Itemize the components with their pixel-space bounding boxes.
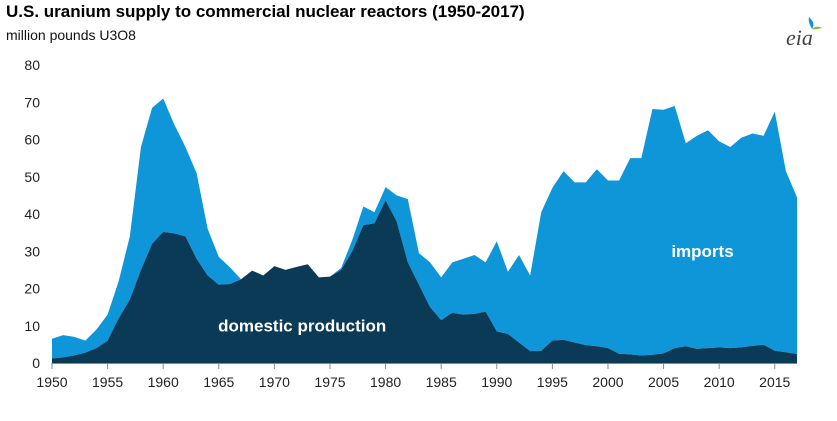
y-tick-label: 80 bbox=[24, 57, 40, 73]
annotation-domestic-production: domestic production bbox=[218, 316, 386, 335]
x-tick-label: 2015 bbox=[759, 374, 790, 390]
y-tick-label: 60 bbox=[24, 132, 40, 148]
plot-area bbox=[52, 98, 797, 363]
x-tick-label: 1960 bbox=[148, 374, 179, 390]
y-tick-label: 0 bbox=[32, 355, 40, 371]
eia-logo-leaf bbox=[808, 17, 814, 29]
annotations: imports domestic production bbox=[218, 242, 734, 336]
chart-subtitle: million pounds U3O8 bbox=[6, 27, 136, 43]
y-tick-label: 30 bbox=[24, 243, 40, 259]
x-tick-label: 2010 bbox=[704, 374, 735, 390]
x-tick-label: 1980 bbox=[370, 374, 401, 390]
series-area-imports bbox=[52, 98, 797, 359]
y-tick-label: 40 bbox=[24, 206, 40, 222]
x-tick-label: 1995 bbox=[537, 374, 568, 390]
x-tick-label: 1985 bbox=[426, 374, 457, 390]
eia-logo-text: eia bbox=[786, 25, 813, 50]
x-tick-label: 1955 bbox=[92, 374, 123, 390]
eia-logo: eia bbox=[786, 17, 822, 50]
y-tick-label: 50 bbox=[24, 169, 40, 185]
x-axis: 1950 1955 1960 1965 1970 1975 1980 1985 1990 1995… bbox=[36, 363, 797, 390]
x-tick-label: 1965 bbox=[203, 374, 234, 390]
x-tick-label: 2005 bbox=[648, 374, 679, 390]
x-tick-label: 2000 bbox=[592, 374, 623, 390]
x-tick-label: 1950 bbox=[36, 374, 67, 390]
y-axis: 0 10 20 30 40 50 60 70 80 bbox=[24, 57, 40, 371]
x-tick-label: 1975 bbox=[314, 374, 345, 390]
x-tick-label: 1970 bbox=[259, 374, 290, 390]
y-tick-label: 70 bbox=[24, 94, 40, 110]
x-tick-label: 1990 bbox=[481, 374, 512, 390]
chart-title: U.S. uranium supply to commercial nuclea… bbox=[6, 2, 525, 21]
annotation-imports: imports bbox=[671, 242, 733, 261]
y-tick-label: 10 bbox=[24, 318, 40, 334]
series-area-domestic-production bbox=[52, 200, 797, 363]
y-tick-label: 20 bbox=[24, 281, 40, 297]
